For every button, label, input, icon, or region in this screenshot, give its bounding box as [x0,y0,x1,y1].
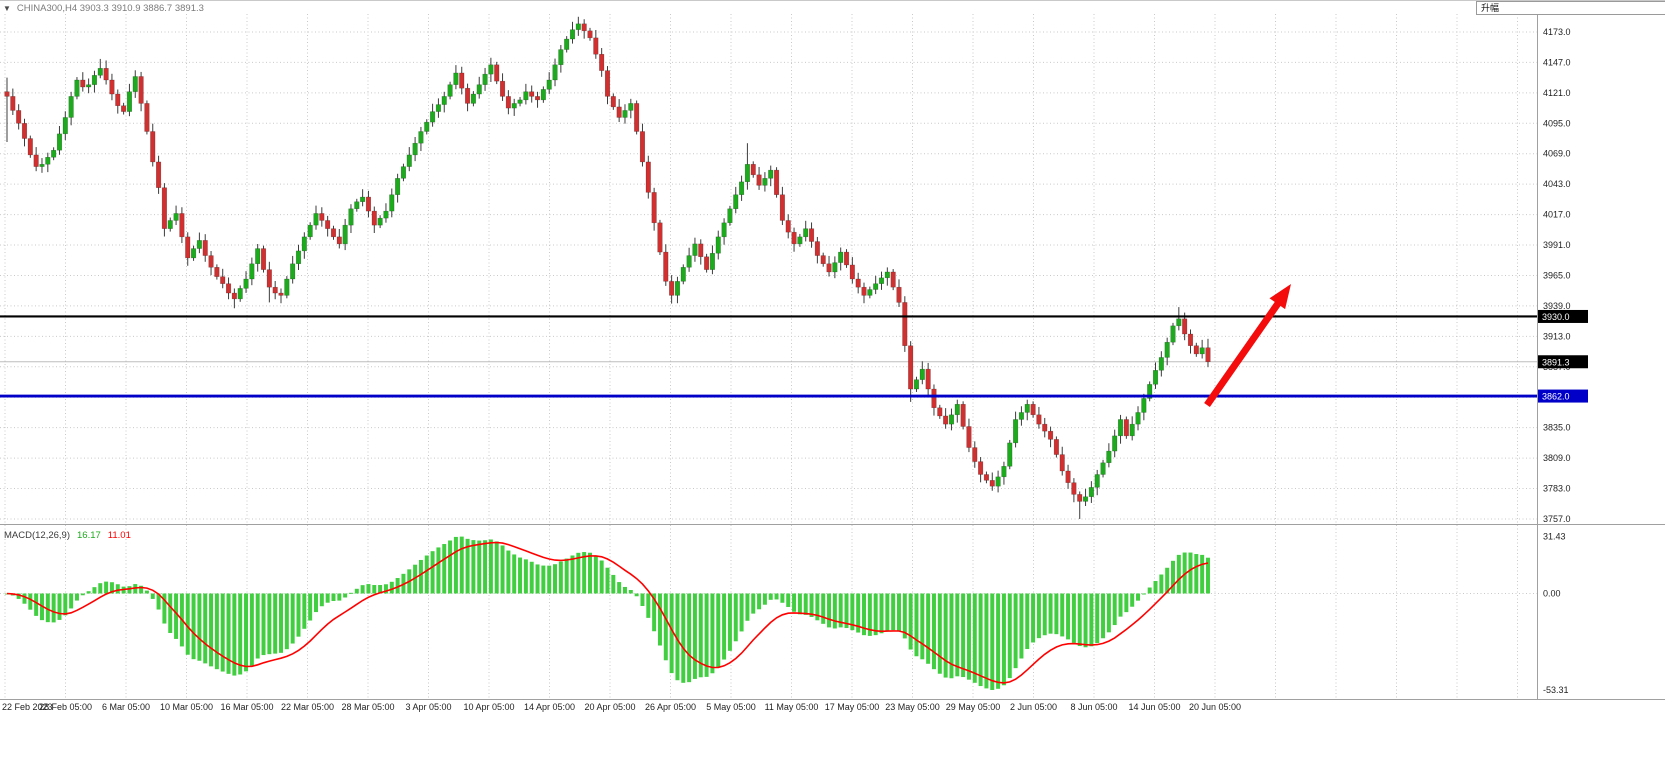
svg-text:20 Jun 05:00: 20 Jun 05:00 [1189,702,1241,712]
svg-text:22 Feb 2023: 22 Feb 2023 [2,702,53,712]
symbol-header: ▼ CHINA300,H4 3903.3 3910.9 3886.7 3891.… [3,3,204,14]
svg-text:4069.0: 4069.0 [1543,149,1571,159]
svg-text:6 Mar 05:00: 6 Mar 05:00 [102,702,150,712]
svg-text:3965.0: 3965.0 [1543,270,1571,280]
svg-text:-53.31: -53.31 [1543,685,1569,695]
svg-text:0.00: 0.00 [1543,589,1561,599]
symbol-ohlc-label: CHINA300,H4 3903.3 3910.9 3886.7 3891.3 [16,3,204,14]
svg-text:3862.0: 3862.0 [1542,392,1570,402]
svg-text:17 May 05:00: 17 May 05:00 [825,702,880,712]
svg-text:20 Apr 05:00: 20 Apr 05:00 [584,702,635,712]
candles-layer [4,16,1211,519]
svg-text:3835.0: 3835.0 [1543,423,1571,433]
svg-text:4121.0: 4121.0 [1543,88,1571,98]
svg-text:3891.3: 3891.3 [1542,357,1570,367]
panel-separators [0,1,1665,700]
trend-arrow[interactable] [1204,284,1291,408]
grid-layer [0,14,1537,699]
svg-text:23 May 05:00: 23 May 05:00 [885,702,940,712]
svg-text:4017.0: 4017.0 [1543,210,1571,220]
svg-text:3991.0: 3991.0 [1543,240,1571,250]
svg-text:3939.0: 3939.0 [1543,301,1571,311]
svg-text:3809.0: 3809.0 [1543,453,1571,463]
macd-main-value: 16.17 [77,530,101,541]
svg-text:22 Mar 05:00: 22 Mar 05:00 [281,702,334,712]
price-axis-labels[interactable]: 4173.0 4147.0 4121.0 4095.0 4069.0 4043.0 4017… [1543,27,1571,695]
symbol-dropdown-icon[interactable]: ▼ [3,3,11,13]
svg-text:29 May 05:00: 29 May 05:00 [946,702,1001,712]
svg-text:4147.0: 4147.0 [1543,57,1571,67]
overlay-tooltip: 升幅 [1476,1,1665,15]
svg-text:28 Feb 05:00: 28 Feb 05:00 [39,702,92,712]
svg-text:4095.0: 4095.0 [1543,118,1571,128]
macd-histogram [5,536,1210,690]
svg-text:10 Mar 05:00: 10 Mar 05:00 [160,702,213,712]
svg-text:16 Mar 05:00: 16 Mar 05:00 [220,702,273,712]
svg-text:8 Jun 05:00: 8 Jun 05:00 [1070,702,1117,712]
svg-text:28 Mar 05:00: 28 Mar 05:00 [341,702,394,712]
svg-text:26 Apr 05:00: 26 Apr 05:00 [645,702,696,712]
svg-text:31.43: 31.43 [1543,532,1566,542]
macd-signal-line [6,541,1209,684]
svg-text:4173.0: 4173.0 [1543,27,1571,37]
price-badges: 3930.0 3891.3 3862.0 [1538,309,1588,403]
macd-indicator-label: MACD(12,26,9) 16.17 11.01 [4,530,131,541]
svg-text:3913.0: 3913.0 [1543,331,1571,341]
svg-text:3930.0: 3930.0 [1542,312,1570,322]
macd-name-label: MACD(12,26,9) [4,530,70,541]
svg-text:14 Apr 05:00: 14 Apr 05:00 [524,702,575,712]
overlay-tooltip-text: 升幅 [1481,3,1500,13]
macd-signal-value: 11.01 [107,530,131,541]
svg-text:2 Jun 05:00: 2 Jun 05:00 [1010,702,1057,712]
svg-text:5 May 05:00: 5 May 05:00 [706,702,756,712]
svg-text:3757.0: 3757.0 [1543,514,1571,524]
svg-text:4043.0: 4043.0 [1543,179,1571,189]
svg-text:3783.0: 3783.0 [1543,484,1571,494]
svg-text:14 Jun 05:00: 14 Jun 05:00 [1128,702,1180,712]
svg-text:3 Apr 05:00: 3 Apr 05:00 [405,702,451,712]
svg-text:11 May 05:00: 11 May 05:00 [765,702,819,712]
svg-text:10 Apr 05:00: 10 Apr 05:00 [463,702,514,712]
